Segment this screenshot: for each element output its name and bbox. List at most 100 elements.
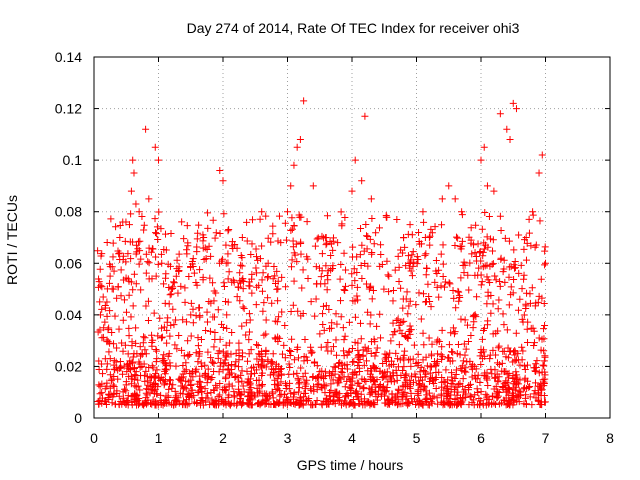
data-point <box>149 336 157 344</box>
data-point <box>163 339 171 347</box>
data-point <box>447 391 455 399</box>
y-tick-label: 0.08 <box>55 204 82 220</box>
data-point <box>149 245 157 253</box>
data-point <box>431 278 439 286</box>
data-point <box>471 311 479 319</box>
data-point <box>367 350 375 358</box>
data-point <box>172 316 180 324</box>
data-point <box>450 294 458 302</box>
data-point <box>418 240 426 248</box>
data-point <box>290 277 298 285</box>
data-point <box>239 382 247 390</box>
data-point <box>235 378 243 386</box>
data-point <box>409 248 417 256</box>
data-point <box>110 382 118 390</box>
data-point <box>540 362 548 370</box>
data-point <box>317 273 325 281</box>
data-point <box>463 358 471 366</box>
data-point <box>262 330 270 338</box>
data-point <box>197 383 205 391</box>
data-point <box>130 169 138 177</box>
data-point <box>500 321 508 329</box>
data-point <box>142 302 150 310</box>
data-point <box>131 371 139 379</box>
data-point <box>118 339 126 347</box>
data-point <box>136 343 144 351</box>
data-point <box>527 242 535 250</box>
data-point <box>372 229 380 237</box>
data-point <box>238 262 246 270</box>
data-point <box>472 313 480 321</box>
data-point <box>327 380 335 388</box>
data-point <box>150 309 158 317</box>
data-point <box>453 401 461 409</box>
data-point <box>185 273 193 281</box>
data-point <box>405 399 413 407</box>
data-point <box>297 250 305 258</box>
data-point <box>105 348 113 356</box>
data-point <box>158 324 166 332</box>
data-point <box>457 274 465 282</box>
data-point <box>462 368 470 376</box>
data-point <box>235 363 243 371</box>
data-point <box>170 321 178 329</box>
data-point <box>509 391 517 399</box>
data-point <box>166 380 174 388</box>
data-point <box>296 399 304 407</box>
data-point <box>493 370 501 378</box>
data-point <box>180 235 188 243</box>
data-point <box>248 270 256 278</box>
data-point <box>125 332 133 340</box>
data-point <box>287 347 295 355</box>
data-point <box>258 208 266 216</box>
data-point <box>258 371 266 379</box>
data-point <box>323 286 331 294</box>
data-point <box>204 375 212 383</box>
data-point <box>322 234 330 241</box>
data-point <box>370 362 378 370</box>
data-point <box>201 371 209 379</box>
data-point <box>457 399 465 407</box>
data-point <box>521 374 529 382</box>
data-point <box>244 392 252 400</box>
data-point <box>465 286 473 294</box>
data-point <box>322 241 330 249</box>
data-point <box>368 389 376 397</box>
data-point <box>211 396 219 404</box>
data-point <box>499 268 507 276</box>
data-point <box>479 252 487 260</box>
data-point <box>454 287 462 295</box>
data-point <box>309 373 317 381</box>
data-point <box>381 350 389 358</box>
data-point <box>122 378 130 386</box>
data-point <box>161 399 169 407</box>
data-point <box>503 326 511 334</box>
data-point <box>434 400 442 408</box>
data-point <box>371 338 379 346</box>
data-point <box>499 385 507 393</box>
data-point <box>422 387 430 395</box>
data-point <box>99 293 107 301</box>
data-point <box>465 233 473 241</box>
data-point <box>276 334 284 342</box>
data-point <box>366 320 374 328</box>
data-point <box>154 332 162 340</box>
data-point <box>268 299 276 307</box>
data-point <box>156 314 164 322</box>
data-point <box>341 332 349 340</box>
data-point <box>164 352 172 360</box>
data-point <box>331 363 339 371</box>
data-point <box>492 276 500 284</box>
data-point <box>492 329 500 337</box>
data-point <box>452 233 460 241</box>
data-point <box>273 285 281 293</box>
data-point <box>512 356 520 364</box>
data-point <box>127 210 135 218</box>
data-point <box>360 384 368 392</box>
data-point <box>532 368 540 376</box>
data-point <box>284 208 291 216</box>
data-point <box>199 397 207 405</box>
data-point <box>152 401 160 409</box>
data-point <box>210 287 218 295</box>
data-point <box>407 362 415 370</box>
